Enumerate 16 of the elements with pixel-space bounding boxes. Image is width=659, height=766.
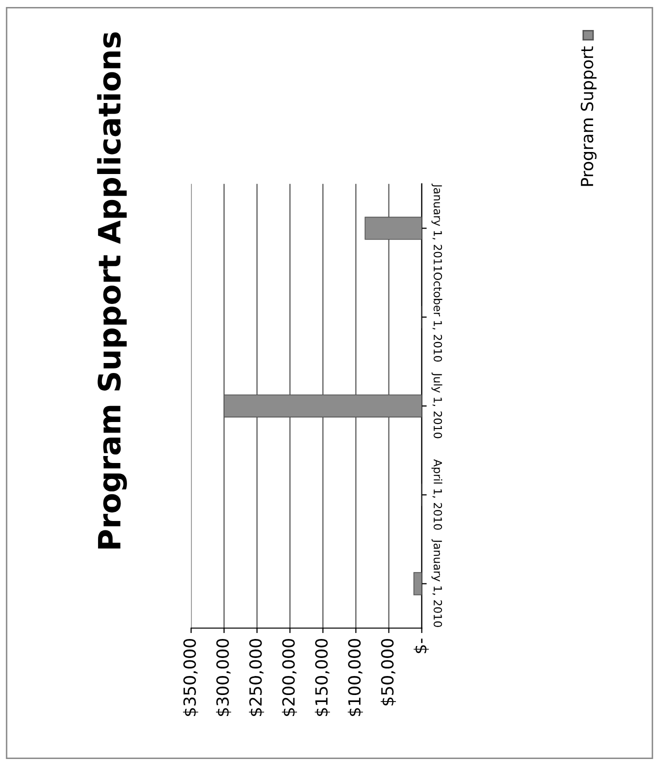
y-tick-label: January 1, 2011: [431, 184, 442, 272]
x-tick-label: $200,000: [282, 638, 298, 716]
y-tick-label: January 1, 2010: [431, 539, 442, 627]
y-tick-label: October 1, 2010: [432, 272, 442, 362]
x-tick-label: $250,000: [248, 638, 264, 716]
y-tick-label: April 1, 2010: [431, 459, 442, 530]
x-tick-label: $50,000: [380, 638, 396, 706]
x-tick-label: $300,000: [216, 638, 232, 716]
x-tick-label: $150,000: [314, 638, 330, 716]
x-tick-label: $350,000: [183, 638, 198, 716]
bar: [413, 572, 422, 596]
legend-label: Program Support: [580, 46, 597, 186]
text: Program Support Applications: [97, 32, 127, 548]
x-tick-label: $100,000: [348, 638, 363, 716]
x-tick-label: $-: [414, 638, 429, 654]
y-tick-label: July 1, 2010: [431, 372, 442, 438]
